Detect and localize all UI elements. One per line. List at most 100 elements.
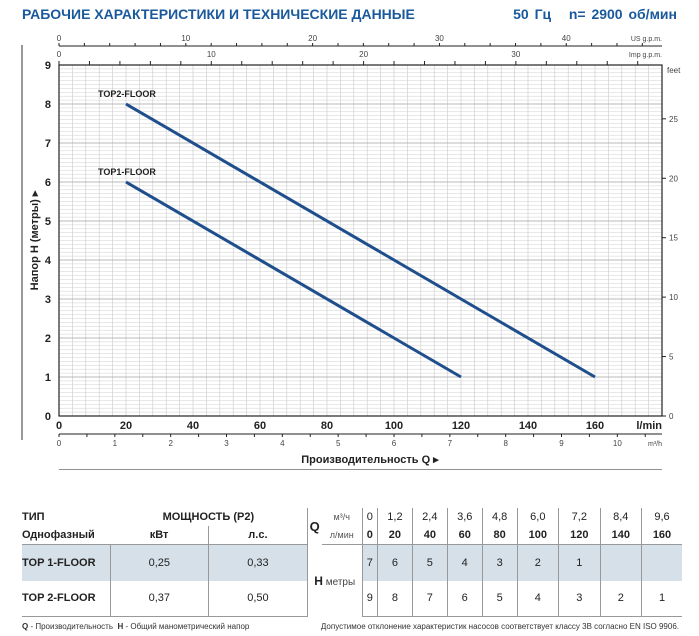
feet-tick-label: 5 [669,353,674,362]
h-value: 2 [516,544,559,581]
kw-value: 0,25 [109,544,209,581]
m3h-tick-label: 3 [224,439,229,448]
y-tick-label: 0 [45,411,51,423]
table-row: TOP 2-FLOOR 0,37 0,50 9 8 7 6 5 4 3 2 1 [22,580,682,617]
m3h-unit: м³/ч [333,512,350,522]
lmin-value: 140 [599,526,642,545]
h-value: 7 [361,544,378,581]
h-value: 5 [481,580,518,617]
m3h-tick-label: 0 [57,439,62,448]
x-tick-label: 20 [120,420,132,432]
model-name: TOP 1-FLOOR [22,544,110,581]
m3h-tick-label: 7 [448,439,453,448]
frequency: 50 Гц [513,6,552,22]
page-title: РАБОЧИЕ ХАРАКТЕРИСТИКИ И ТЕХНИЧЕСКИЕ ДАН… [22,6,415,22]
spec-header: 50 Гц n= 2900 об/мин [513,6,677,22]
feet-axis-label: feet [667,66,681,75]
lmin-value: 40 [411,526,448,545]
x-tick-label: 0 [56,420,62,432]
h-value: 4 [446,544,483,581]
m3h-tick-label: 8 [503,439,508,448]
lmin-value: 160 [641,526,682,545]
h-value: 1 [558,544,601,581]
kw-value: 0,37 [109,580,209,617]
y-tick-label: 3 [45,294,51,306]
hp-value: 0,33 [208,544,308,581]
feet-tick-label: 15 [669,234,678,243]
h-value: 4 [516,580,559,617]
lmin-value: 120 [558,526,601,545]
hp-value: 0,50 [208,580,308,617]
h-value: 3 [481,544,518,581]
h-value: 7 [411,580,448,617]
imp-gpm-tick-label: 10 [207,50,216,59]
x-tick-label: 80 [321,420,333,432]
m3h-tick-label: 10 [613,439,622,448]
tolerance-note: Допустимое отклонение характеристик насо… [320,622,679,631]
m3h-value: 4,8 [481,508,518,526]
m3h-tick-label: 1 [113,439,118,448]
q-label: Q [306,508,322,545]
y-tick-label: 7 [45,138,51,150]
h-label: H метры [306,544,363,617]
imp-gpm-tick-label: 0 [57,50,62,59]
type-header: ТИП [22,511,45,523]
imp-gpm-tick-label: 20 [359,50,368,59]
lmin-value: 80 [481,526,518,545]
us-gpm-tick-label: 20 [308,34,317,43]
h-value: 6 [446,580,483,617]
lmin-unit: л/мин [321,526,363,545]
power-header: МОЩНОСТЬ (P2) [162,511,255,523]
lmin-value: 0 [361,526,378,545]
model-name: TOP 2-FLOOR [22,580,110,617]
y-tick-label: 8 [45,99,51,111]
us-gpm-tick-label: 10 [181,34,190,43]
kw-header: кВт [110,526,209,545]
legend-note: Q - Производительность H - Общий маномет… [22,622,250,631]
imp-gpm-tick-label: 30 [511,50,520,59]
hp-header: л.с. [208,526,308,545]
lmin-value: 60 [446,526,483,545]
y-tick-label: 2 [45,333,51,345]
data-table: ТИП МОЩНОСТЬ (P2) Q м³/ч 0 1,2 2,4 3,6 4… [22,508,682,617]
series-line-top2-floor [125,102,596,379]
m3h-tick-label: 5 [336,439,341,448]
y-tick-label: 6 [45,177,51,189]
feet-tick-label: 10 [669,293,678,302]
y-tick-label: 9 [45,60,51,72]
us-gpm-tick-label: 40 [562,34,571,43]
h-value: 8 [376,580,413,617]
m3h-value: 9,6 [641,508,682,526]
m3h-tick-label: 4 [280,439,285,448]
y-tick-label: 4 [45,255,52,267]
x-tick-label: 120 [452,420,470,432]
x-tick-label: 140 [519,420,537,432]
m3h-value: 8,4 [599,508,642,526]
x-tick-label: 160 [586,420,604,432]
x-axis-label: Производительность Q ▸ [301,454,439,466]
h-value: 6 [376,544,413,581]
y-tick-label: 1 [45,372,51,384]
m3h-tick-label: 9 [559,439,564,448]
imp-gpm-unit-label: Imp g.p.m. [629,52,662,59]
speed: n= 2900 об/мин [568,6,677,22]
y-tick-label: 5 [45,216,51,228]
lmin-value: 20 [376,526,413,545]
h-value: 3 [558,580,601,617]
m3h-value: 7,2 [558,508,601,526]
h-value [641,544,682,581]
lmin-value: 100 [516,526,559,545]
phase-header: Однофазный [22,526,110,545]
m3h-value: 2,4 [411,508,448,526]
series-label: TOP1-FLOOR [98,167,156,177]
m3h-tick-label: 2 [168,439,173,448]
table-row: TOP 1-FLOOR 0,25 0,33 H метры 7 6 5 4 3 … [22,544,682,617]
m3h-value: 1,2 [376,508,413,526]
x-unit-label: l/min [636,420,662,432]
m3h-tick-label: 6 [392,439,397,448]
h-value: 5 [411,544,448,581]
h-value: 1 [641,580,682,617]
y-axis-label: Напор H (метры) ▸ [29,190,41,290]
